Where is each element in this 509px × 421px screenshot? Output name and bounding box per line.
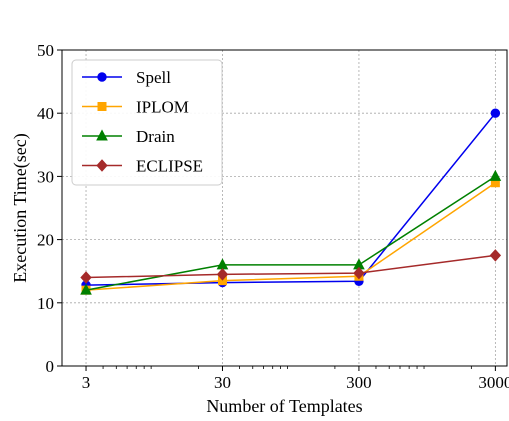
x-tick-label: 3: [82, 373, 91, 392]
legend-marker-eclipse: [96, 159, 108, 172]
legend-marker-drain: [96, 129, 108, 141]
data-point-drain: [489, 169, 502, 181]
series-line-eclipse: [86, 254, 496, 279]
x-axis-title: Number of Templates: [206, 396, 362, 416]
y-tick-label: 0: [46, 357, 55, 376]
legend: Spell IPLOM Drain ECLIPSE: [71, 59, 223, 186]
legend-item-spell: Spell: [82, 68, 171, 87]
legend-label-spell: Spell: [136, 68, 171, 87]
plot-frame: [61, 49, 508, 367]
data-point-eclipse: [216, 268, 229, 281]
legend-label-iplom: IPLOM: [136, 98, 189, 117]
x-tick-label: 300: [346, 373, 372, 392]
legend-marker-iplom: [97, 102, 107, 111]
axes: 0 10 20 30 40 50 3 30 300 3000: [37, 41, 509, 392]
series-drain: [80, 169, 502, 295]
y-tick-label: 10: [37, 294, 54, 313]
legend-marker-spell: [97, 72, 107, 82]
series-line-spell: [86, 112, 496, 286]
x-tick-label: 30: [214, 373, 231, 392]
legend-label-eclipse: ECLIPSE: [136, 157, 203, 176]
series-layer: [80, 108, 502, 295]
data-point-eclipse: [353, 266, 365, 280]
series-line-drain: [85, 175, 496, 291]
x-tick-label: 3000: [478, 373, 509, 392]
series-eclipse: [80, 249, 502, 284]
legend-item-eclipse: ECLIPSE: [82, 157, 203, 176]
series-line-iplom: [85, 182, 496, 291]
y-tick-label: 20: [37, 231, 54, 250]
data-point-eclipse: [489, 249, 502, 262]
data-point-eclipse: [80, 271, 92, 284]
data-point-spell: [490, 108, 501, 118]
data-point-drain: [80, 283, 92, 295]
y-tick-label: 50: [37, 41, 54, 60]
y-tick-label: 40: [37, 104, 54, 123]
legend-box: [71, 59, 223, 186]
y-tick-label: 30: [37, 167, 54, 186]
legend-item-iplom: IPLOM: [82, 98, 189, 117]
legend-label-drain: Drain: [136, 127, 175, 146]
y-axis-title: Execution Time(sec): [10, 133, 31, 282]
legend-item-drain: Drain: [82, 127, 175, 146]
